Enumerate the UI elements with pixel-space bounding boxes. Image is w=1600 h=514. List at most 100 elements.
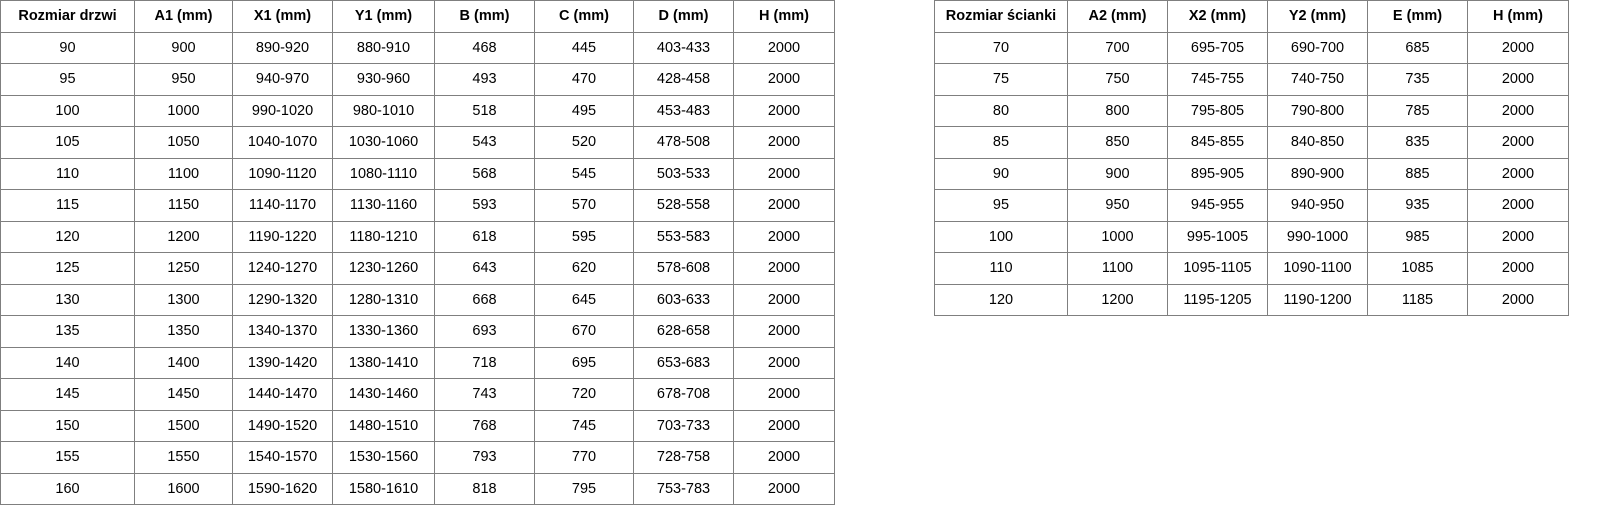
- table-cell: 2000: [1467, 283, 1569, 316]
- table-cell: 990-1020: [232, 94, 333, 127]
- table-cell: 160: [0, 472, 135, 505]
- table-cell: 520: [534, 126, 634, 159]
- table-cell: 770: [534, 441, 634, 474]
- table-cell: 643: [434, 252, 535, 285]
- table-cell: 768: [434, 409, 535, 442]
- table-row: 140 1400 1390-1420 1380-1410 718 695 653-683 20…: [0, 346, 835, 379]
- table-cell: 1550: [134, 441, 233, 474]
- table-cell: 885: [1367, 157, 1468, 190]
- table-cell: 800: [1067, 94, 1168, 127]
- table-cell: 1440-1470: [232, 378, 333, 411]
- table-cell: 1380-1410: [332, 346, 435, 379]
- door-size-table: Rozmiar drzwi A1 (mm) X1 (mm) Y1 (mm) B (mm)…: [0, 0, 835, 505]
- table-cell: 668: [434, 283, 535, 316]
- table-cell: 2000: [1467, 31, 1569, 64]
- table-cell: 1095-1105: [1167, 252, 1268, 285]
- table-cell: 495: [534, 94, 634, 127]
- table-cell: 518: [434, 94, 535, 127]
- table-cell: 653-683: [633, 346, 734, 379]
- column-header: X2 (mm): [1167, 0, 1268, 33]
- table-cell: 745-755: [1167, 63, 1268, 96]
- table-cell: 2000: [733, 63, 835, 96]
- table-row: 125 1250 1240-1270 1230-1260 643 620 578-608 20…: [0, 252, 835, 285]
- column-header: B (mm): [434, 0, 535, 33]
- table-cell: 578-608: [633, 252, 734, 285]
- table-cell: 690-700: [1267, 31, 1368, 64]
- table-cell: 795: [534, 472, 634, 505]
- table-row: 120 1200 1195-1205 1190-1200 1185 2000: [934, 283, 1569, 316]
- table-cell: 1300: [134, 283, 233, 316]
- table-cell: 1540-1570: [232, 441, 333, 474]
- table-cell: 1000: [134, 94, 233, 127]
- table-cell: 2000: [733, 252, 835, 285]
- table-cell: 1090-1100: [1267, 252, 1368, 285]
- table-cell: 2000: [733, 378, 835, 411]
- table-cell: 1090-1120: [232, 157, 333, 190]
- table-cell: 750: [1067, 63, 1168, 96]
- table-cell: 2000: [733, 220, 835, 253]
- table-row: 70 700 695-705 690-700 685 2000: [934, 31, 1569, 64]
- table-row: 95 950 940-970 930-960 493 470 428-458 2000: [0, 63, 835, 96]
- table-cell: 693: [434, 315, 535, 348]
- column-header: Rozmiar drzwi: [0, 0, 135, 33]
- table-cell: 1400: [134, 346, 233, 379]
- column-header: X1 (mm): [232, 0, 333, 33]
- table-cell: 818: [434, 472, 535, 505]
- table-cell: 1230-1260: [332, 252, 435, 285]
- table-cell: 753-783: [633, 472, 734, 505]
- column-header: A1 (mm): [134, 0, 233, 33]
- table-cell: 2000: [1467, 94, 1569, 127]
- table-cell: 793: [434, 441, 535, 474]
- table-cell: 1200: [134, 220, 233, 253]
- table-cell: 1100: [1067, 252, 1168, 285]
- table-cell: 2000: [1467, 157, 1569, 190]
- table-cell: 1280-1310: [332, 283, 435, 316]
- table-cell: 695: [534, 346, 634, 379]
- table-row: 90 900 890-920 880-910 468 445 403-433 2000: [0, 31, 835, 64]
- table-cell: 700: [1067, 31, 1168, 64]
- table-cell: 2000: [733, 31, 835, 64]
- table-cell: 900: [134, 31, 233, 64]
- table-cell: 470: [534, 63, 634, 96]
- table-row: 85 850 845-855 840-850 835 2000: [934, 126, 1569, 159]
- table-cell: 403-433: [633, 31, 734, 64]
- table-cell: 2000: [1467, 126, 1569, 159]
- table-cell: 1330-1360: [332, 315, 435, 348]
- table-row: 150 1500 1490-1520 1480-1510 768 745 703-733 20…: [0, 409, 835, 442]
- table-cell: 528-558: [633, 189, 734, 222]
- table-cell: 1195-1205: [1167, 283, 1268, 316]
- table-row: 105 1050 1040-1070 1030-1060 543 520 478-508 20…: [0, 126, 835, 159]
- table-row: 110 1100 1090-1120 1080-1110 568 545 503-533 20…: [0, 157, 835, 190]
- column-header: Rozmiar ścianki: [934, 0, 1068, 33]
- table-cell: 1080-1110: [332, 157, 435, 190]
- table-cell: 670: [534, 315, 634, 348]
- table-cell: 985: [1367, 220, 1468, 253]
- table-cell: 945-955: [1167, 189, 1268, 222]
- table-row: 160 1600 1590-1620 1580-1610 818 795 753-783 20…: [0, 472, 835, 505]
- table-cell: 140: [0, 346, 135, 379]
- table-cell: 1140-1170: [232, 189, 333, 222]
- table-row: 100 1000 990-1020 980-1010 518 495 453-483 2000: [0, 94, 835, 127]
- column-header: C (mm): [534, 0, 634, 33]
- table-cell: 1340-1370: [232, 315, 333, 348]
- table-cell: 2000: [1467, 220, 1569, 253]
- table-cell: 1430-1460: [332, 378, 435, 411]
- table-row: 110 1100 1095-1105 1090-1100 1085 2000: [934, 252, 1569, 285]
- table-row: 135 1350 1340-1370 1330-1360 693 670 628-658 20…: [0, 315, 835, 348]
- table-cell: 618: [434, 220, 535, 253]
- table-cell: 2000: [733, 409, 835, 442]
- table-cell: 595: [534, 220, 634, 253]
- table-cell: 930-960: [332, 63, 435, 96]
- table-cell: 1150: [134, 189, 233, 222]
- table-cell: 75: [934, 63, 1068, 96]
- table-cell: 2000: [733, 283, 835, 316]
- table-cell: 1500: [134, 409, 233, 442]
- table-cell: 95: [0, 63, 135, 96]
- table-cell: 1000: [1067, 220, 1168, 253]
- table-cell: 980-1010: [332, 94, 435, 127]
- table-cell: 1180-1210: [332, 220, 435, 253]
- table-cell: 1580-1610: [332, 472, 435, 505]
- table-cell: 1040-1070: [232, 126, 333, 159]
- column-header: Y2 (mm): [1267, 0, 1368, 33]
- table-cell: 620: [534, 252, 634, 285]
